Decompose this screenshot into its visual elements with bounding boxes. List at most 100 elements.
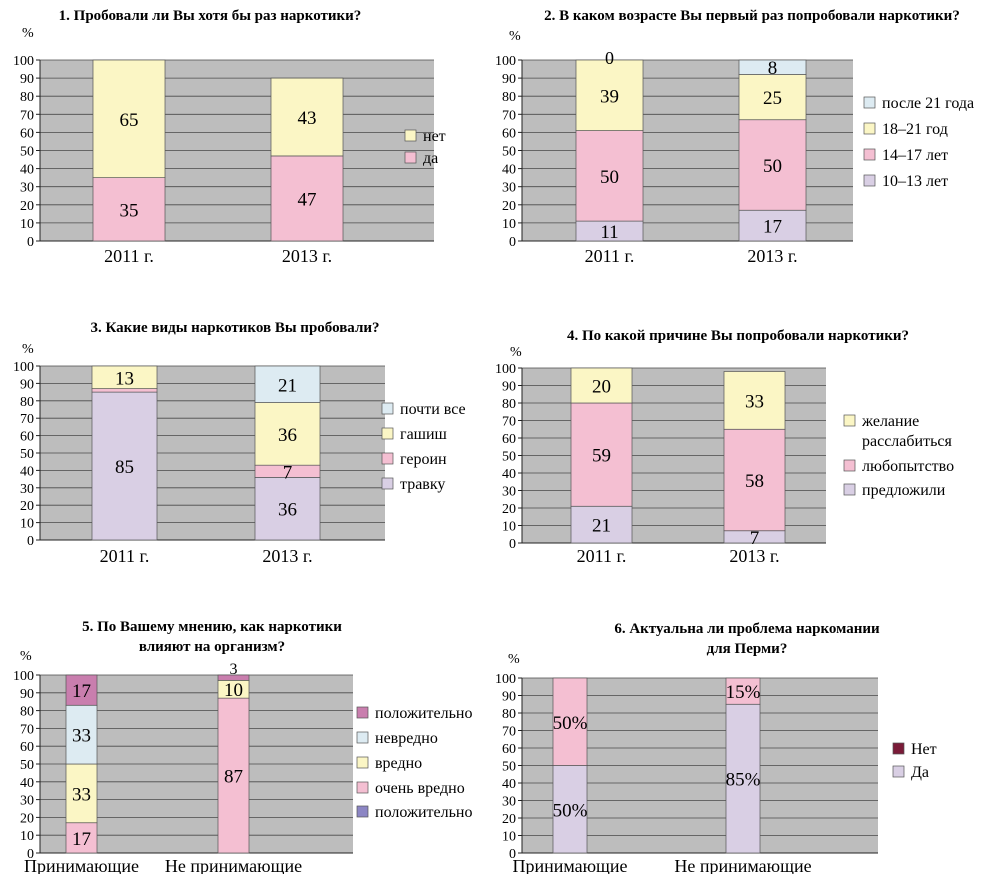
y-tick-label: 40 [20,776,34,791]
y-tick-label: 80 [502,397,516,412]
y-tick-label: 60 [502,126,516,141]
chart-title: 1. Пробовали ли Вы хотя бы раз наркотики… [59,8,362,24]
y-tick-label: 10 [20,829,34,844]
legend-swatch [863,148,876,161]
chart-2: 2. В каком возрасте Вы первый раз попроб… [495,8,974,266]
bar-segment [65,763,98,824]
bar-segment [270,155,344,242]
y-tick-label: 0 [27,847,34,862]
x-category-label: 2013 г. [729,546,779,566]
y-tick-label: 80 [502,90,516,105]
x-category-label: Не принимающие [165,856,302,874]
y-tick-label: 60 [502,742,516,757]
data-label: 33 [72,726,91,747]
legend-label: нет [423,128,446,145]
y-tick-label: 90 [502,380,516,395]
y-tick-label: 60 [20,740,34,755]
bar-segment [570,367,633,404]
x-category-label: 2011 г. [100,546,150,566]
data-label: 17 [72,829,91,850]
y-tick-label: 90 [20,72,34,87]
y-tick-label: 10 [20,217,34,232]
bar-segment [254,402,321,466]
legend-swatch [863,174,876,187]
x-category-label: 2011 г. [577,546,627,566]
chart-6: 6. Актуальна ли проблема наркомании для П… [495,621,937,874]
y-tick-label: 100 [13,54,34,69]
y-tick-label: 70 [20,722,34,737]
chart-title: 6. Актуальна ли проблема наркомании [614,621,880,637]
legend-label: 18–21 год [882,121,948,138]
bar-segment [65,674,98,706]
legend-label: вредно [375,755,422,772]
data-label: 47 [298,189,317,210]
legend-swatch [863,122,876,135]
chart-title: для Перми? [707,641,788,657]
y-tick-label: 80 [502,707,516,722]
data-label: 65 [120,110,139,131]
data-label: 25 [763,88,782,109]
y-tick-label: 80 [20,395,34,410]
x-category-label: Принимающие [512,856,627,874]
y-tick-label: 90 [20,687,34,702]
data-label: 87 [224,767,243,788]
data-label: 36 [278,425,297,446]
y-tick-label: 60 [20,430,34,445]
y-tick-label: 90 [20,377,34,392]
legend-label: после 21 года [882,95,974,112]
data-label: 15% [726,682,761,703]
bar-segment [65,822,98,854]
y-tick-label: 100 [495,362,516,377]
y-tick-label: 50 [502,145,516,160]
y-tick-label: 90 [502,72,516,87]
legend-swatch [404,129,417,142]
chart-5: 5. По Вашему мнению, как наркотики влияют… [13,619,473,874]
y-tick-label: 70 [20,108,34,123]
y-tick-label: 80 [20,705,34,720]
y-tick-label: 70 [502,415,516,430]
data-label: 0 [605,48,614,68]
legend-label: желание расслабиться [861,413,952,450]
x-category-label: 2013 г. [282,246,332,266]
legend-label: любопытство [862,458,954,475]
y-tick-label: 60 [502,432,516,447]
y-tick-label: 10 [502,520,516,535]
data-label: 33 [745,391,764,412]
data-label: 7 [750,528,760,549]
y-tick-label: 50 [502,760,516,775]
data-label: 20 [592,377,611,398]
data-label: 43 [298,108,317,129]
y-tick-label: 20 [502,812,516,827]
bar-segment [217,697,250,854]
x-category-label: 2011 г. [585,246,635,266]
legend-swatch [356,731,369,744]
y-tick-label: 20 [20,499,34,514]
y-tick-label: 20 [502,502,516,517]
bar-segment [570,505,633,544]
chart-1: 1. Пробовали ли Вы хотя бы раз наркотики… [13,8,446,266]
bar-segment [570,402,633,507]
y-axis-label: % [509,29,521,44]
y-tick-label: 50 [502,450,516,465]
bar-segment [91,365,158,389]
legend-label: да [423,150,438,167]
legend-label: Да [911,764,929,781]
data-label: 17 [763,217,782,238]
x-category-label: Принимающие [24,856,139,874]
legend-swatch [356,805,369,818]
chart-title: влияют на организм? [139,639,285,655]
y-tick-label: 30 [502,795,516,810]
y-tick-label: 40 [502,777,516,792]
legend-label: невредно [375,730,438,747]
y-axis-label: % [22,26,34,41]
legend-label: почти все [400,401,466,418]
y-tick-label: 30 [20,482,34,497]
y-tick-label: 70 [502,108,516,123]
legend-label: предложили [862,482,946,499]
y-tick-label: 30 [502,485,516,500]
bar-segment [92,177,166,242]
y-tick-label: 10 [502,830,516,845]
y-tick-label: 40 [502,163,516,178]
y-tick-label: 90 [502,690,516,705]
legend-swatch [843,414,856,427]
